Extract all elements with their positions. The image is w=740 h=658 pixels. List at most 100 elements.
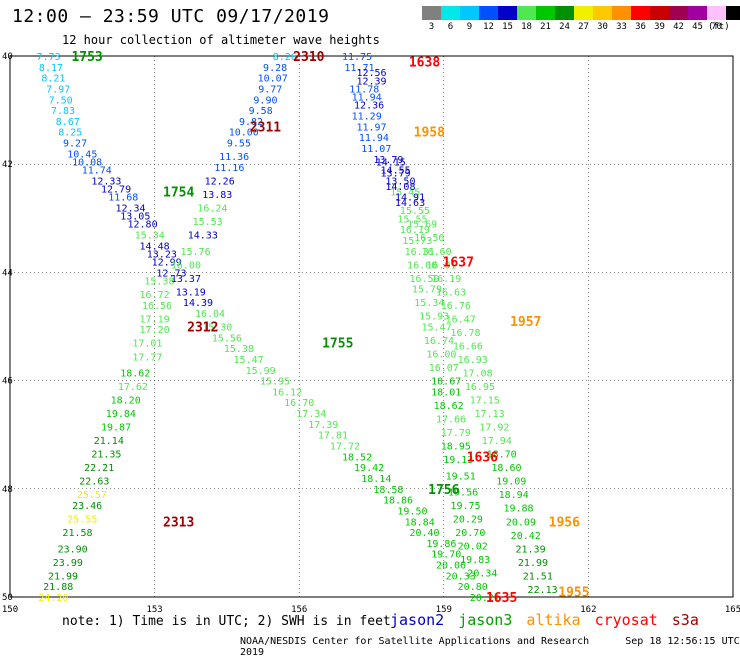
swh-value: 17.92 [479,423,509,434]
swh-value: 18.01 [431,387,461,398]
swh-value: 18.58 [373,485,403,496]
swh-value: 21.99 [518,558,548,569]
swh-value: 15.47 [234,355,264,366]
pass-time-label: 1958 [414,126,445,141]
pass-time-label: 1754 [163,185,194,200]
swh-value: 11.94 [359,133,389,144]
swh-value: 19.84 [106,409,136,420]
legend-swatch [593,6,612,20]
lon-tick-label: 165 [725,605,740,615]
swh-value: 11.74 [82,166,112,177]
pass-time-label: 1756 [428,483,459,498]
lat-tick-label: 46 [2,377,13,387]
satellite-legend: jason2 jason3 altika cryosat s3a [390,611,713,629]
swh-value: 11.68 [108,193,138,204]
swh-value: 15.69 [407,220,437,231]
lon-tick-label: 156 [291,605,307,615]
swh-value: 16.00 [171,260,201,271]
swh-value: 18.14 [361,474,391,485]
swh-value: 13.50 [385,176,415,187]
swh-value: 14.08 [385,182,415,193]
swh-value: 16.56 [142,301,172,312]
swh-value: 14.39 [183,298,213,309]
swh-value: 16.91 [426,260,456,271]
swh-value: 8.17 [39,63,63,74]
legend-swatch [460,6,479,20]
legend-label: 6 [447,22,454,32]
swh-value: 12.73 [156,268,186,279]
swh-value: 18.67 [431,377,461,388]
legend-label: 45 [692,22,703,32]
swh-value: 18.62 [434,401,464,412]
satellite-label-s3a: s3a [671,611,699,629]
swh-value: 23.90 [58,544,88,555]
swh-value: 17.62 [118,382,148,393]
lat-tick-label: 42 [2,160,13,170]
swh-value: 20.06 [436,561,466,572]
legend-label: 33 [616,22,627,32]
swh-value: 18.60 [491,463,521,474]
swh-value: 12.39 [356,76,386,87]
swh-value: 17.15 [470,396,500,407]
swh-value: 19.51 [446,471,476,482]
swh-value: 16.66 [453,341,483,352]
satellite-label-jason3: jason3 [458,611,513,629]
swh-value: 14.33 [188,231,218,242]
legend-swatch [688,6,707,20]
legend-label: 70 [711,22,722,32]
legend-label: 12 [483,22,494,32]
swh-value: 7.50 [49,95,73,106]
swh-value: 16.76 [441,301,471,312]
swh-value: 12.79 [101,185,131,196]
swh-value: 16.12 [272,387,302,398]
legend-swatch [517,6,536,20]
swh-value: 8.21 [41,74,65,85]
legend-swatch [441,6,460,20]
swh-value: 13.05 [120,212,150,223]
credit-line: NOAA/NESDIS Center for Satellite Applica… [240,636,740,658]
pass-time-label: 1638 [409,55,440,70]
lat-tick-label: 40 [2,52,13,62]
swh-value: 21.88 [43,582,73,593]
swh-value: 20.40 [409,528,439,539]
legend-label: 15 [502,22,513,32]
swh-value: 13.23 [147,249,177,260]
swh-value: 17.08 [462,368,492,379]
swh-value: 23.46 [72,501,102,512]
swh-value: 21.35 [91,450,121,461]
swh-value: 11.16 [214,163,244,174]
swh-value: 19.70 [431,550,461,561]
pass-time-label: 2313 [163,515,194,530]
pass-time-label: 2310 [293,50,324,65]
swh-value: 11.94 [352,93,382,104]
swh-value: 25.55 [67,515,97,526]
legend-label: 3 [428,22,435,32]
swh-value: 16.72 [140,290,170,301]
swh-value: 11.75 [342,52,372,63]
swh-value: 17.39 [308,420,338,431]
swh-value: 25.57 [77,490,107,501]
lat-tick-label: 50 [2,593,13,603]
swh-value: 15.45 [390,187,420,198]
swh-value: 9.55 [227,139,251,150]
swh-value: 9.77 [258,84,282,95]
swh-value: 22.21 [84,463,114,474]
swh-value: 21.58 [62,528,92,539]
credit-text: NOAA/NESDIS Center for Satellite Applica… [240,636,590,647]
swh-value: 19.75 [450,501,480,512]
swh-value: 11.97 [356,122,386,133]
swh-value: 17.81 [318,431,348,442]
swh-value: 19.56 [448,488,478,499]
swh-value: 16.60 [422,247,452,258]
swh-value: 14.63 [395,198,425,209]
swh-value: 16.04 [195,309,225,320]
pass-time-label: 1636 [467,450,498,465]
swh-value: 18.52 [342,452,372,463]
swh-value: 15.93 [419,312,449,323]
swh-value: 19.42 [354,463,384,474]
swh-value: 9.28 [263,63,287,74]
swh-value: 13.19 [176,287,206,298]
swh-value: 19.86 [426,539,456,550]
swh-value: 16.00 [426,350,456,361]
legend-swatch [574,6,593,20]
